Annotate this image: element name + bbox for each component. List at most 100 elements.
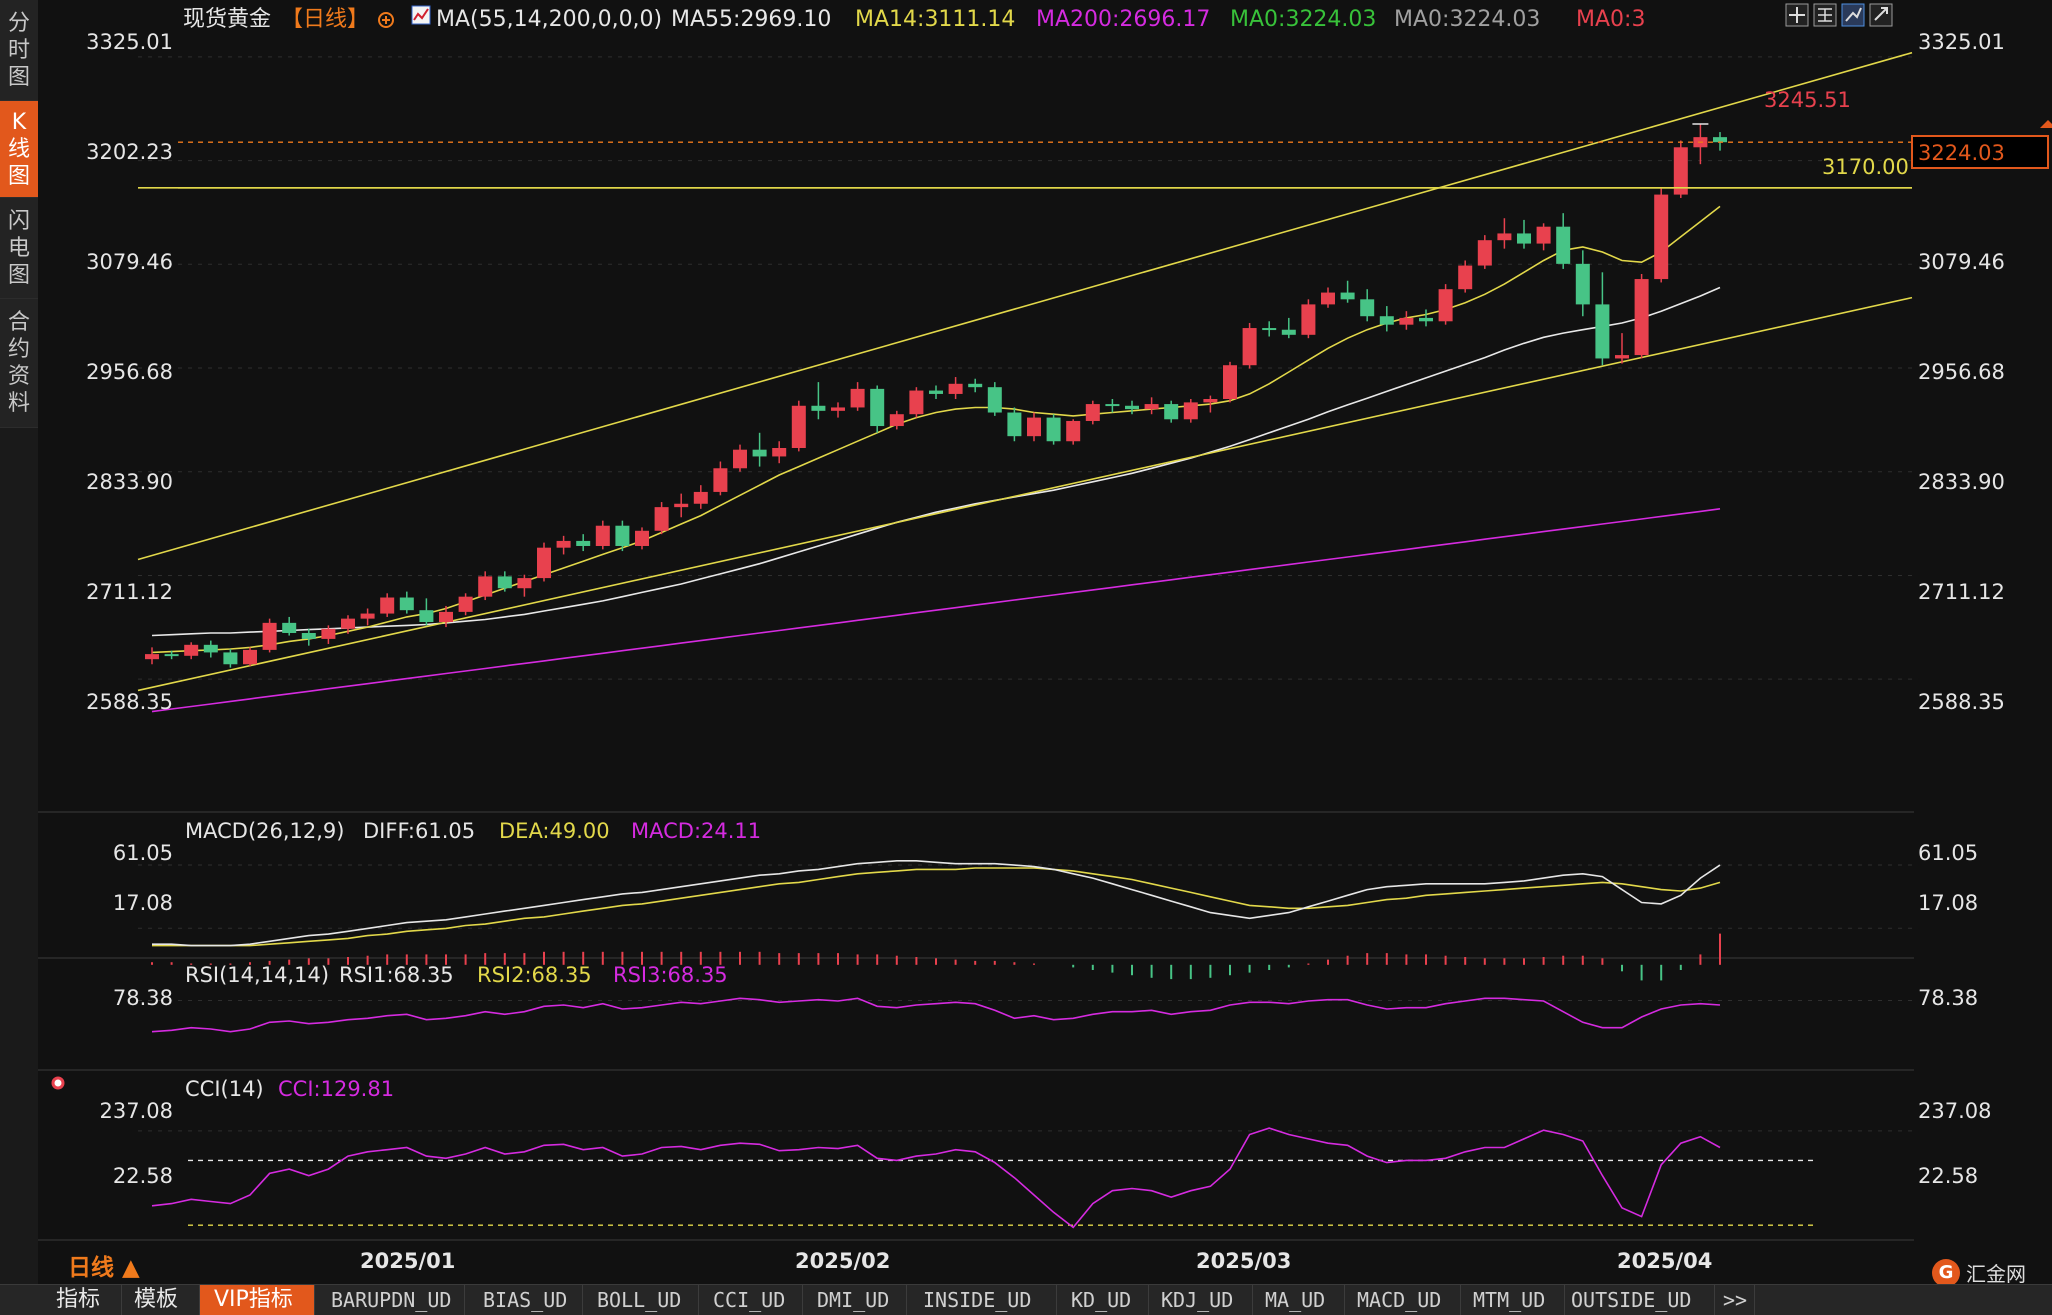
candle-body xyxy=(909,390,924,415)
tab-inside[interactable]: INSIDE_UD xyxy=(907,1285,1057,1315)
draw-line-icon[interactable] xyxy=(1841,3,1865,27)
candle-body xyxy=(1340,292,1355,300)
more-tabs-button[interactable]: >> xyxy=(1715,1285,1755,1315)
tab-kd[interactable]: KD_UD xyxy=(1057,1285,1149,1315)
macd-value-label: MACD:24.11 xyxy=(631,819,761,843)
ma55-line xyxy=(151,286,1721,637)
price-tick-left-5: 2833.90 xyxy=(86,470,173,494)
x-tick-feb: 2025/02 xyxy=(795,1249,890,1273)
macd-tick-left-2: 17.08 xyxy=(113,891,173,915)
draw-line-icon-path xyxy=(1845,7,1862,22)
price-tick-right-1: 3325.01 xyxy=(1918,30,2005,54)
cci-line xyxy=(151,1127,1721,1229)
candle-body xyxy=(1301,304,1316,335)
tab-boll[interactable]: BOLL_UD xyxy=(583,1285,699,1315)
tab-outside[interactable]: OUTSIDE_UD xyxy=(1565,1285,1715,1315)
price-axis-left: 3325.01 3202.23 3079.46 2956.68 2833.90 … xyxy=(86,30,173,714)
period-selector[interactable]: 日线 ▲ xyxy=(68,1255,140,1281)
candle-body xyxy=(948,383,963,394)
candlestick-chart[interactable]: 现货黄金 【日线】 MA(55,14,200,0,0,0) MA55:2969.… xyxy=(38,0,2052,1284)
tab-flash-chart[interactable]: 闪电图 xyxy=(0,198,38,299)
candle-body xyxy=(693,491,708,504)
cci-tick-left-1: 237.08 xyxy=(100,1099,173,1123)
candle-body xyxy=(262,622,277,650)
price-tick-left-1: 3325.01 xyxy=(86,30,173,54)
candle-body xyxy=(419,610,434,623)
ma14-label: MA14:3111.14 xyxy=(855,7,1015,32)
candle-body xyxy=(831,407,845,411)
tab-mtm[interactable]: MTM_UD xyxy=(1461,1285,1565,1315)
candle-body xyxy=(1575,263,1590,305)
price-tick-right-6: 2711.12 xyxy=(1918,580,2005,604)
candle-body xyxy=(1634,279,1649,356)
tab-macd[interactable]: MACD_UD xyxy=(1345,1285,1461,1315)
rsi-title: RSI(14,14,14) xyxy=(185,963,329,987)
candle-body xyxy=(1360,299,1375,317)
macd-dea-line xyxy=(152,867,1721,947)
tab-bias[interactable]: BIAS_UD xyxy=(465,1285,583,1315)
candle-body xyxy=(556,540,571,548)
ma14-line xyxy=(151,205,1721,654)
candle-body xyxy=(635,530,649,546)
cci-title: CCI(14) xyxy=(185,1077,264,1101)
tab-barupdn[interactable]: BARUPDN_UD xyxy=(315,1285,465,1315)
cci-tick-right-1: 237.08 xyxy=(1918,1099,1991,1123)
candle-body xyxy=(243,649,257,665)
indicator-settings-icon[interactable] xyxy=(51,1076,65,1090)
candle-body xyxy=(870,388,885,427)
macd-tick-right-2: 17.08 xyxy=(1918,891,1978,915)
candle-body xyxy=(458,596,473,612)
level-price-label: 3170.00 xyxy=(1822,155,1909,179)
candle-body xyxy=(1517,233,1531,244)
moving-average-lines xyxy=(151,205,1721,713)
rsi-panel xyxy=(138,997,1914,1033)
tab-kdj[interactable]: KDJ_UD xyxy=(1149,1285,1253,1315)
candle-body xyxy=(1379,316,1394,325)
tab-time-chart[interactable]: 分时图 xyxy=(0,0,38,101)
candle-body xyxy=(1673,147,1688,195)
candle-body xyxy=(1183,402,1198,420)
candle-body xyxy=(164,654,179,657)
trend-line-2 xyxy=(137,296,1913,692)
candle-body xyxy=(145,654,159,660)
tab-contract-info[interactable]: 合约资料 xyxy=(0,299,38,428)
logo-text: 汇金网 xyxy=(1966,1262,2026,1286)
candle-body xyxy=(1105,404,1120,407)
cci-value-label: CCI:129.81 xyxy=(278,1077,394,1101)
candle-body xyxy=(752,449,767,457)
candle-body xyxy=(478,576,493,597)
x-tick-jan: 2025/01 xyxy=(360,1249,455,1273)
candle-body xyxy=(791,405,806,448)
candle-body xyxy=(360,613,375,619)
ma0-label-red: MA0:3 xyxy=(1576,7,1645,32)
macd-diff-label: DIFF:61.05 xyxy=(363,819,475,843)
tab-indicators[interactable]: 指标 xyxy=(0,1285,122,1315)
rsi-line xyxy=(151,997,1721,1033)
tab-ma[interactable]: MA_UD xyxy=(1253,1285,1345,1315)
trend-line-1 xyxy=(137,51,1913,561)
candle-body xyxy=(1066,420,1081,442)
candle-body xyxy=(439,611,453,623)
tab-dmi[interactable]: DMI_UD xyxy=(803,1285,907,1315)
candle-body xyxy=(1615,355,1629,359)
candle-body xyxy=(380,597,395,614)
price-tick-left-4: 2956.68 xyxy=(86,360,173,384)
add-indicator-icon[interactable] xyxy=(378,12,394,28)
tab-vip-indicators[interactable]: VIP指标 xyxy=(200,1285,315,1315)
ma-settings-icon[interactable] xyxy=(411,5,431,25)
candle-body xyxy=(1046,417,1061,442)
ma-params-label: MA(55,14,200,0,0,0) xyxy=(436,7,662,32)
tab-cci[interactable]: CCI_UD xyxy=(699,1285,803,1315)
candle-body xyxy=(1085,404,1100,421)
candle-body xyxy=(1419,317,1433,322)
price-tick-right-5: 2833.90 xyxy=(1918,470,2005,494)
price-tick-left-3: 3079.46 xyxy=(86,250,173,274)
candle-body xyxy=(968,383,983,388)
candle-body xyxy=(282,622,297,633)
high-price-label: 3245.51 xyxy=(1764,88,1851,112)
logo-mark-icon: G xyxy=(1932,1258,1960,1287)
tab-templates[interactable]: 模板 xyxy=(122,1285,200,1315)
candles xyxy=(145,124,1727,668)
candle-body xyxy=(537,547,551,579)
